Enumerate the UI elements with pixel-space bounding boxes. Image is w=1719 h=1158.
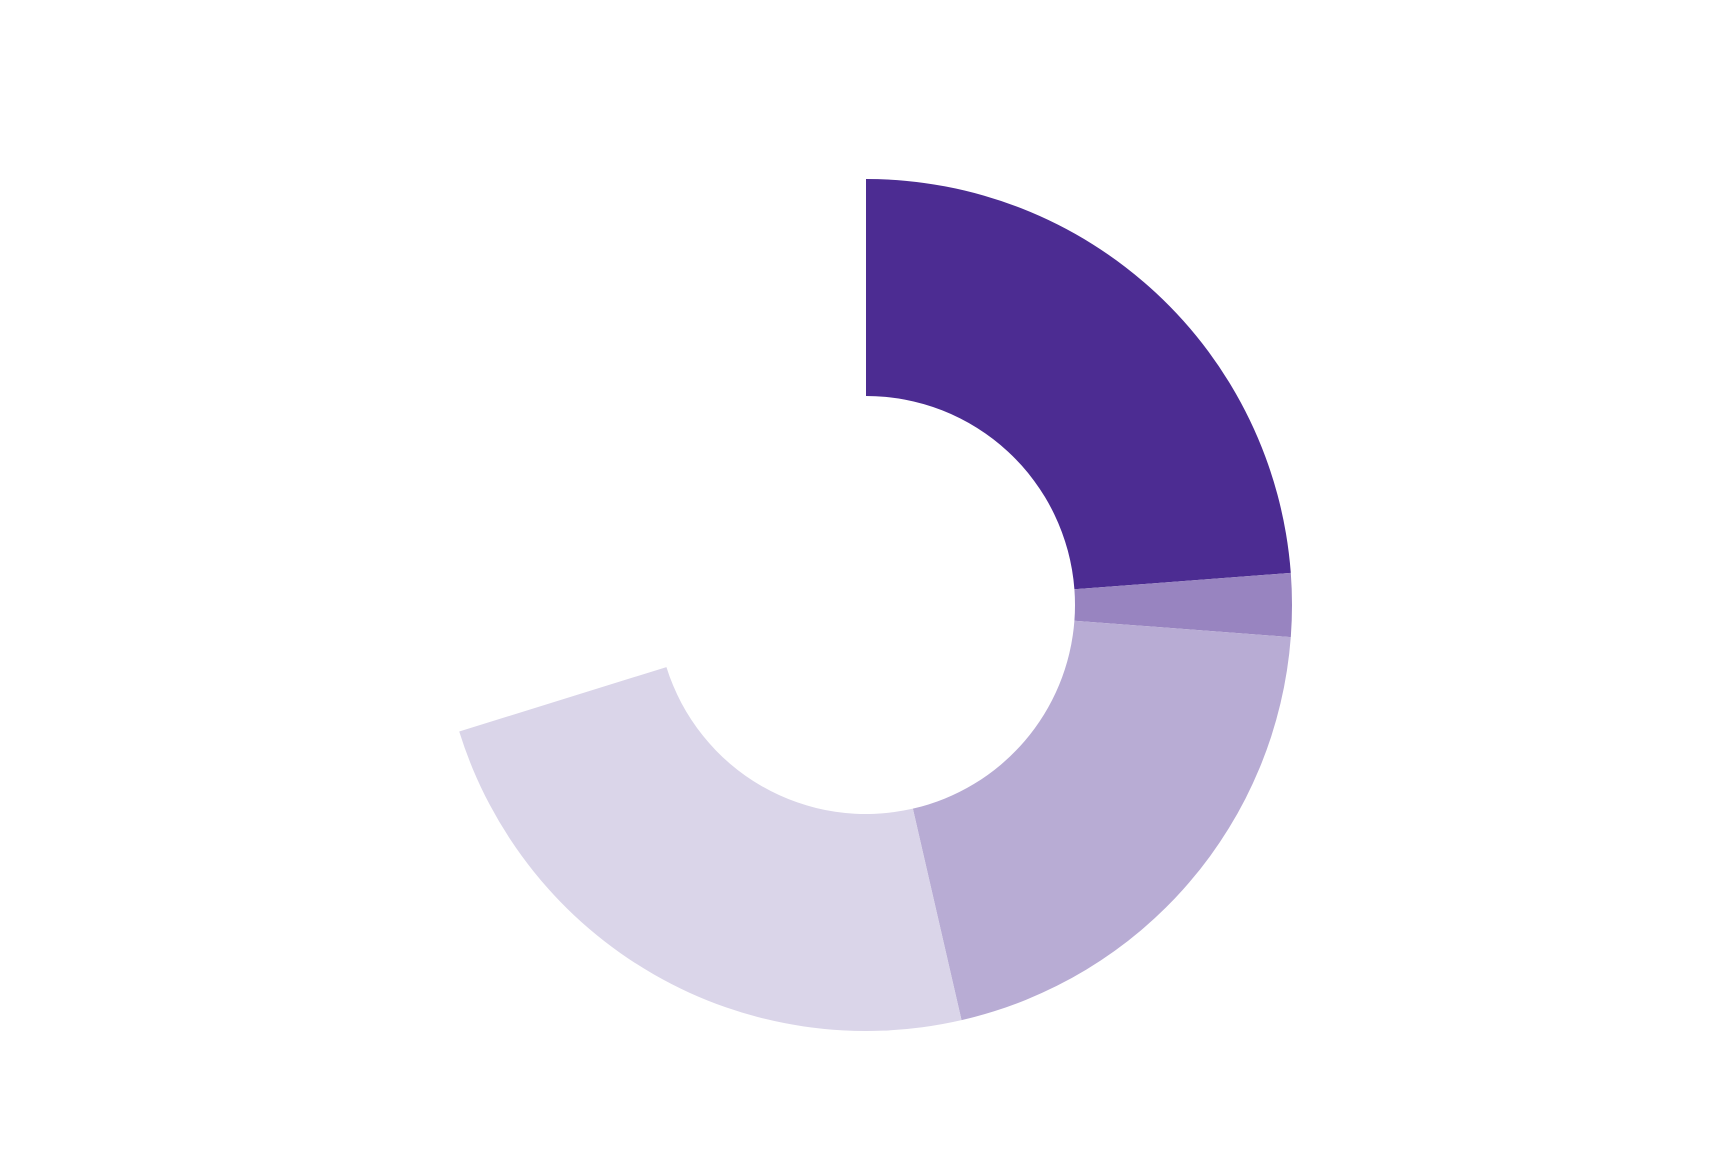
donut-segment [866, 179, 1291, 590]
donut-segment [459, 667, 962, 1031]
donut-segment [912, 620, 1291, 1021]
donut-segment [1074, 572, 1292, 638]
